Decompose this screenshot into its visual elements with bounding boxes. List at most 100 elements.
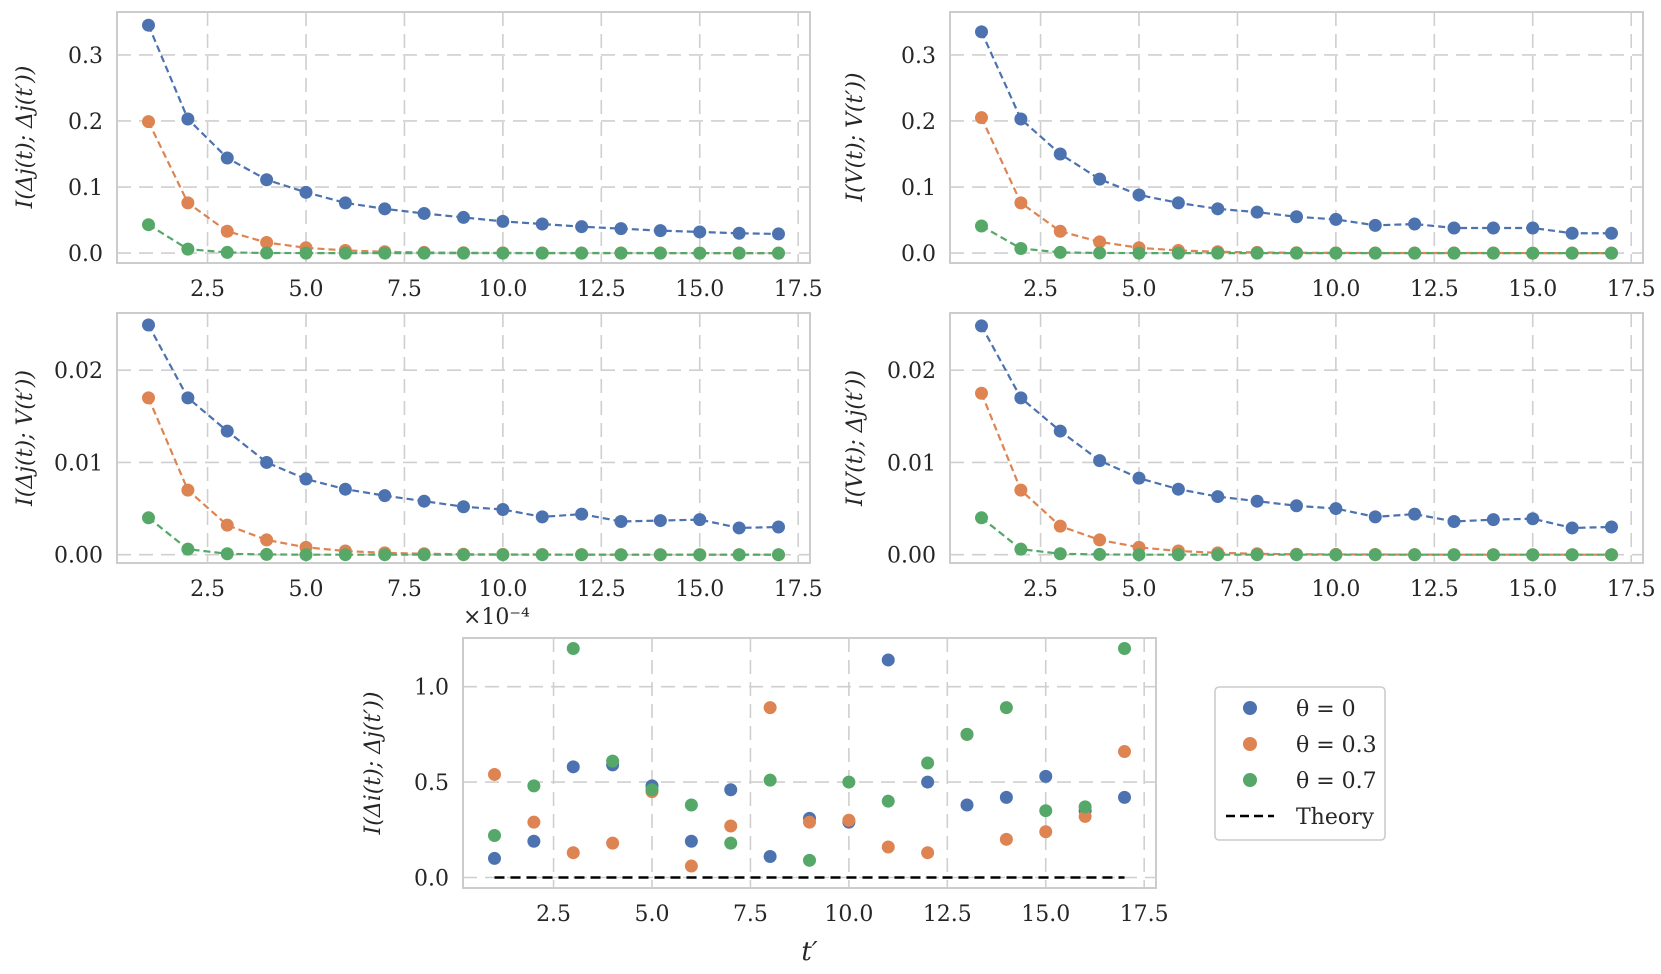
- point-theta-0.7: [142, 218, 155, 232]
- y-tick-label: 0.00: [887, 544, 936, 569]
- x-tick-label: 12.5: [923, 902, 972, 927]
- point-theta-0.7: [566, 641, 580, 655]
- point-theta-0: [1408, 217, 1422, 231]
- point-theta-0: [378, 489, 392, 503]
- point-theta-0: [975, 319, 988, 333]
- point-theta-0.7: [975, 219, 988, 233]
- point-theta-0.7: [724, 836, 738, 850]
- point-theta-0.7: [1526, 548, 1540, 562]
- y-tick-label: 0.2: [901, 110, 936, 135]
- point-theta-0.3: [724, 819, 738, 833]
- point-theta-0.7: [693, 246, 707, 260]
- x-tick-label: 17.5: [1607, 577, 1656, 602]
- point-theta-0.7: [684, 798, 698, 812]
- x-tick-label: 17.5: [1607, 277, 1656, 302]
- plot-frame: [949, 11, 1644, 264]
- point-theta-0.7: [260, 547, 274, 561]
- point-theta-0: [142, 18, 155, 32]
- point-theta-0: [1368, 510, 1382, 524]
- point-theta-0.7: [732, 246, 746, 260]
- y-tick-label: 0.3: [901, 44, 936, 69]
- x-tick-label: 15.0: [675, 577, 724, 602]
- point-theta-0: [693, 225, 707, 239]
- point-theta-0.3: [1053, 224, 1067, 238]
- point-theta-0.3: [606, 836, 620, 850]
- point-theta-0.7: [1368, 548, 1382, 562]
- point-theta-0: [1053, 424, 1067, 438]
- point-theta-0.3: [975, 111, 988, 125]
- point-theta-0.7: [338, 246, 352, 260]
- y-tick-label: 0.5: [414, 771, 449, 796]
- x-tick-label: 12.5: [1410, 277, 1459, 302]
- x-tick-label: 7.5: [1220, 277, 1255, 302]
- x-tick-label: 2.5: [1023, 277, 1058, 302]
- point-theta-0.7: [1565, 246, 1579, 260]
- subplot-4: 2.5 5.0 7.5 10.0 12.5 15.0 17.5 0.00 0.01 0.02 I(V…: [843, 312, 1656, 602]
- point-theta-0.7: [1447, 548, 1461, 562]
- point-theta-0.7: [417, 548, 431, 562]
- x-tick-label: 5.0: [289, 577, 324, 602]
- point-theta-0: [1093, 454, 1107, 468]
- point-theta-0: [1014, 391, 1028, 405]
- legend: θ = 0 θ = 0.3 θ = 0.7 Theory: [1214, 686, 1386, 841]
- point-theta-0: [1486, 221, 1500, 235]
- point-theta-0.7: [842, 775, 856, 789]
- y-tick-label: 0.0: [414, 867, 449, 892]
- point-theta-0.7: [1053, 547, 1067, 561]
- x-tick-label: 15.0: [675, 277, 724, 302]
- point-theta-0.7: [142, 511, 155, 525]
- point-theta-0: [772, 520, 785, 534]
- series-line-theta-0.7: [980, 516, 1612, 556]
- point-theta-0.7: [1211, 548, 1225, 562]
- x-tick-label: 2.5: [1023, 577, 1058, 602]
- y-tick-label: 0.01: [887, 451, 936, 476]
- point-theta-0: [575, 507, 589, 521]
- x-tick-label: 2.5: [190, 577, 225, 602]
- point-theta-0.7: [1250, 548, 1264, 562]
- point-theta-0.7: [1014, 241, 1028, 255]
- series-line-theta-0: [980, 325, 1612, 530]
- point-theta-0: [1014, 112, 1028, 126]
- point-theta-0: [1290, 210, 1303, 224]
- point-theta-0.7: [220, 245, 234, 259]
- point-theta-0.3: [1093, 533, 1107, 547]
- point-theta-0: [299, 472, 313, 486]
- subplot-3: 2.5 5.0 7.5 10.0 12.5 15.0 17.5 0.00 0.01 0.02 I(Δ…: [13, 312, 823, 602]
- point-theta-0.7: [1408, 548, 1422, 562]
- point-theta-0.7: [1053, 245, 1067, 259]
- point-theta-0: [1118, 790, 1131, 804]
- x-tick-label: 2.5: [190, 277, 225, 302]
- point-theta-0: [1039, 769, 1053, 783]
- point-theta-0.7: [693, 548, 707, 562]
- point-theta-0.7: [488, 829, 501, 843]
- point-theta-0.7: [1118, 641, 1131, 655]
- point-theta-0: [220, 151, 234, 165]
- point-theta-0: [1211, 202, 1225, 216]
- point-theta-0.7: [1290, 548, 1303, 562]
- point-theta-0.7: [1329, 548, 1343, 562]
- plot-frame: [949, 312, 1644, 564]
- y-tick-label: 0.01: [54, 451, 103, 476]
- y-tick-label: 0.02: [54, 359, 103, 384]
- point-theta-0: [527, 834, 541, 848]
- point-theta-0.7: [1368, 246, 1382, 260]
- point-theta-0: [960, 798, 974, 812]
- point-theta-0.7: [763, 773, 777, 787]
- point-theta-0: [1250, 494, 1264, 508]
- point-theta-0: [693, 513, 707, 527]
- point-theta-0.7: [299, 548, 313, 562]
- point-theta-0.3: [1014, 483, 1028, 497]
- point-theta-0.7: [1526, 246, 1540, 260]
- point-theta-0: [1211, 490, 1225, 504]
- point-theta-0: [1605, 520, 1618, 534]
- point-theta-0: [724, 783, 738, 797]
- point-theta-0.7: [457, 548, 470, 562]
- point-theta-0: [732, 521, 746, 535]
- point-theta-0.3: [181, 483, 195, 497]
- point-theta-0: [457, 210, 470, 224]
- point-theta-0.3: [881, 840, 895, 854]
- point-theta-0.7: [181, 242, 195, 256]
- x-tick-label: 5.0: [635, 902, 670, 927]
- point-theta-0: [1132, 188, 1146, 202]
